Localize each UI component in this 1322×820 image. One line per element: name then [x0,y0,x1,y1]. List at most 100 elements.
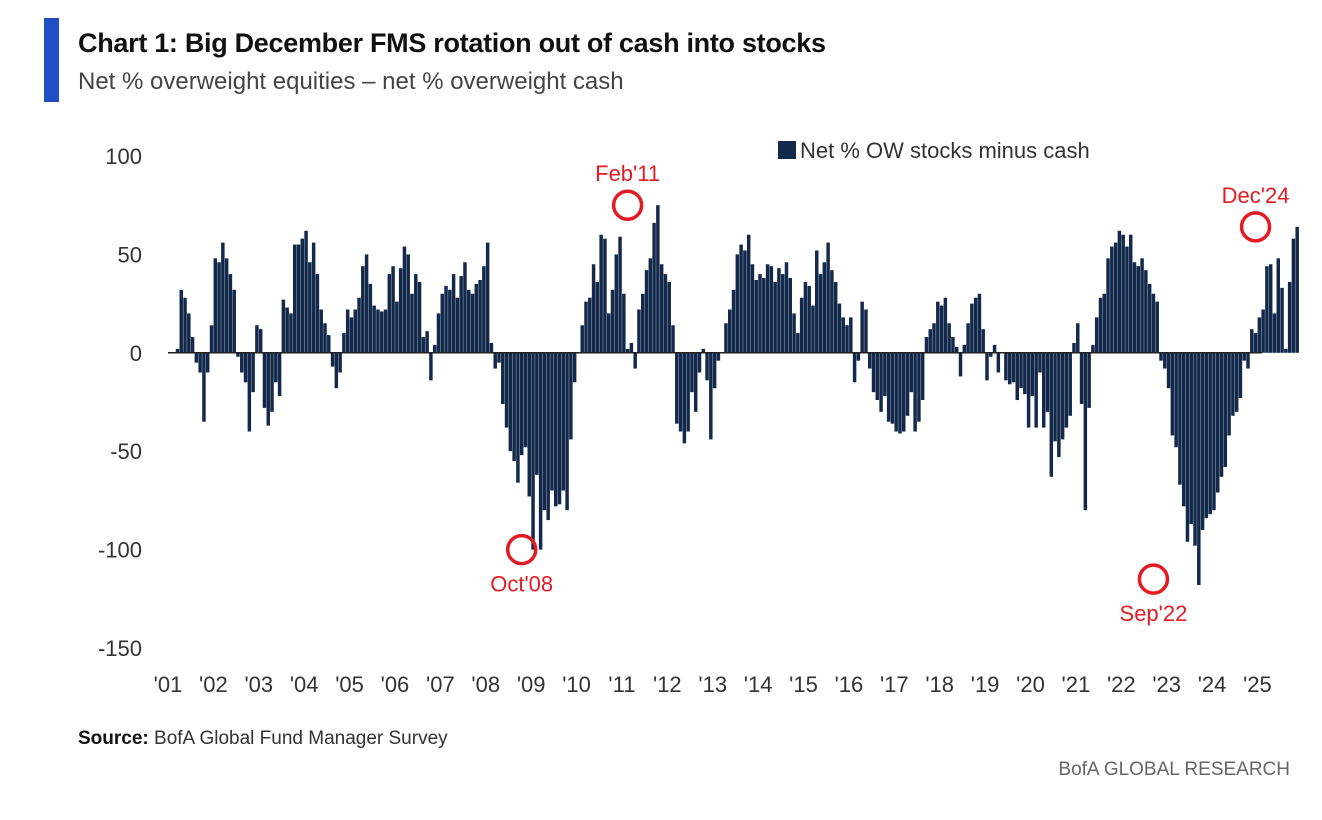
bar [262,352,267,408]
bar [398,268,403,353]
bar [1208,352,1212,515]
bar [209,325,214,353]
bar [701,348,706,353]
source-label: Source: [78,728,149,749]
bar [606,313,611,353]
bar [962,344,967,353]
bar [599,234,603,353]
bar [769,266,774,353]
bar [470,293,475,353]
x-tick-label: '02 [199,672,228,697]
x-tick-label: '22 [1107,672,1136,697]
bar [198,352,202,373]
bar [1045,352,1050,412]
chart-title: Chart 1: Big December FMS rotation out o… [78,28,826,58]
bar [746,234,751,353]
x-tick-label: '03 [244,672,273,697]
bar [633,352,637,369]
bar [1291,238,1296,353]
bar [894,352,898,432]
bar [641,293,645,353]
bar [815,250,819,353]
bar [1147,283,1152,353]
x-tick-label: '21 [1062,672,1091,697]
bar [289,313,293,353]
x-tick-label: '15 [789,672,818,697]
bar [867,352,872,369]
x-tick-label: '13 [698,672,727,697]
bar [1284,348,1288,353]
bar [1227,352,1231,436]
bar [864,309,868,353]
bar [826,242,830,353]
bar [671,325,675,353]
bar [1246,352,1250,369]
bar [659,264,664,353]
bar [656,205,660,353]
bar [361,266,365,353]
bar [1011,352,1016,383]
bar [240,352,244,373]
bar [1189,352,1194,525]
x-tick-label: '07 [426,672,455,697]
bar [342,333,346,353]
x-tick-label: '16 [835,672,864,697]
bar [395,301,399,353]
bar [232,289,236,353]
bar [1038,352,1042,373]
bar [981,329,985,353]
bar [985,352,989,381]
bar [1007,352,1012,385]
bar [1287,281,1292,353]
bar [1140,258,1144,353]
bar [1193,352,1197,546]
x-tick-label: '06 [381,672,410,697]
x-tick-label: '10 [562,672,591,697]
bar [943,297,948,353]
bar [429,352,433,381]
bar [448,289,452,353]
bar [822,262,827,353]
bar [1057,352,1061,458]
bar [561,352,566,491]
bar [1216,352,1220,493]
bar [523,352,528,448]
bar [629,342,634,353]
bar [376,309,380,353]
bar [183,297,187,353]
bar [951,337,955,353]
bar [1242,352,1246,361]
bar [610,289,615,353]
bar [735,254,740,353]
annotations: Oct'08 Feb'11 Sep'22 Dec'24 [490,161,1289,626]
bar [693,352,698,412]
bar [572,352,577,383]
bar [1110,246,1114,353]
chart-subtitle: Net % overweight equities – net % overwe… [78,68,624,95]
bar [788,278,793,353]
annotation-circle [1239,211,1272,243]
bar [436,313,441,353]
bar [1053,352,1057,442]
bar [830,270,834,353]
bar [387,274,392,353]
bar [1295,226,1299,353]
bar [845,325,849,353]
legend-swatch [778,141,796,159]
bar [765,264,770,353]
bar [780,274,785,353]
annotation-label: Oct'08 [490,572,553,597]
bar [754,279,758,353]
y-tick-label: 50 [118,242,142,267]
bar [485,242,490,353]
bar [898,352,902,434]
bar [1068,352,1072,416]
bar [712,352,717,389]
bar [432,344,437,353]
bar [849,317,853,353]
x-tick-label: '25 [1243,672,1272,697]
y-tick-label: -50 [110,439,142,464]
x-tick-label: '18 [925,672,954,697]
bar [1019,352,1023,389]
